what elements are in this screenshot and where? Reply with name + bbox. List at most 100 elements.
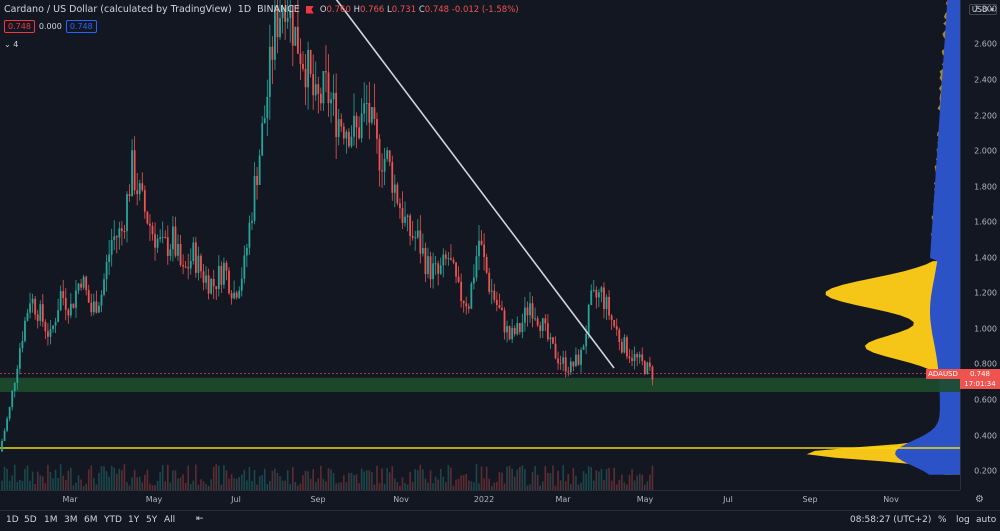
volume-bar bbox=[93, 478, 95, 490]
volume-bar bbox=[641, 474, 644, 490]
candle bbox=[256, 166, 258, 200]
volume-bar bbox=[519, 466, 521, 490]
candle bbox=[159, 229, 162, 243]
candle bbox=[605, 294, 608, 321]
range-button-5d[interactable]: 5D bbox=[24, 515, 37, 525]
candle bbox=[340, 113, 343, 133]
interval-label[interactable]: 1D bbox=[237, 4, 252, 15]
price-chart[interactable] bbox=[0, 0, 960, 490]
range-button-1y[interactable]: 1Y bbox=[128, 515, 140, 525]
time-axis[interactable]: Mar May Jul Sep Nov 2022 Mar May Jul Sep Nov bbox=[0, 490, 960, 511]
price-tick: 0.200 bbox=[974, 466, 997, 476]
volume-bar bbox=[121, 470, 123, 490]
volume-bar bbox=[307, 471, 309, 490]
range-button-6m[interactable]: 6M bbox=[84, 515, 98, 525]
volume-bar bbox=[475, 464, 478, 490]
buy-button[interactable]: 0.748 bbox=[65, 20, 97, 33]
percent-toggle[interactable]: % bbox=[938, 515, 947, 525]
volume-bar bbox=[498, 472, 501, 490]
volume-bar bbox=[253, 469, 256, 490]
indicators-toggle[interactable]: ⌄ 4 bbox=[4, 40, 18, 49]
volume-bar bbox=[24, 468, 26, 490]
volume-bar bbox=[373, 484, 376, 490]
volume-bar bbox=[511, 468, 513, 490]
range-button-3m[interactable]: 3M bbox=[64, 515, 78, 525]
volume-bar bbox=[493, 482, 496, 490]
current-price-tag: 0.748 17:01:34 bbox=[960, 368, 1000, 389]
volume-bar bbox=[322, 479, 325, 490]
candle bbox=[587, 303, 590, 339]
price-tick: 2.200 bbox=[974, 111, 997, 121]
clock[interactable]: 08:58:27 (UTC+2) bbox=[850, 515, 932, 525]
volume-bar bbox=[174, 470, 177, 490]
volume-bar bbox=[485, 466, 488, 490]
volume-bar bbox=[205, 483, 207, 490]
time-tick: Jul bbox=[723, 495, 733, 504]
sell-button[interactable]: 0.748 bbox=[4, 20, 35, 33]
range-button-ytd[interactable]: YTD bbox=[104, 515, 122, 525]
volume-bar bbox=[302, 475, 304, 490]
candle bbox=[77, 283, 80, 295]
price-axis[interactable]: USD ▾ 2.600 2.400 2.200 2.000 1.800 1.600 1.40… bbox=[960, 0, 1000, 490]
candle bbox=[302, 51, 304, 72]
candle bbox=[69, 293, 72, 319]
volume-bar bbox=[432, 483, 434, 490]
candle bbox=[465, 296, 468, 315]
candle bbox=[16, 365, 19, 390]
candle bbox=[472, 264, 475, 290]
range-button-1m[interactable]: 1M bbox=[44, 515, 58, 525]
candle bbox=[562, 350, 565, 372]
volume-bar bbox=[524, 469, 526, 490]
candle bbox=[289, 0, 292, 43]
volume-bar bbox=[575, 475, 577, 490]
volume-bar bbox=[197, 484, 200, 490]
volume-bar bbox=[325, 481, 327, 490]
candle bbox=[243, 245, 246, 284]
candle bbox=[539, 321, 542, 339]
candle bbox=[455, 262, 457, 284]
candle bbox=[483, 233, 485, 271]
flag-icon[interactable] bbox=[305, 5, 314, 14]
volume-bar bbox=[557, 470, 559, 490]
volume-bar bbox=[626, 484, 628, 490]
candle bbox=[569, 357, 572, 376]
candle bbox=[118, 221, 121, 250]
candle bbox=[98, 301, 100, 313]
volume-bar bbox=[251, 481, 253, 490]
volume-bar bbox=[258, 476, 261, 490]
volume-bar bbox=[131, 477, 133, 490]
candle bbox=[215, 286, 218, 301]
log-toggle[interactable]: log bbox=[956, 515, 970, 525]
volume-bar bbox=[113, 467, 116, 490]
currency-button[interactable]: USD ▾ bbox=[968, 4, 997, 15]
auto-toggle[interactable]: auto bbox=[976, 515, 997, 525]
volume-bar bbox=[388, 472, 391, 490]
volume-bar bbox=[396, 482, 399, 490]
volume-bar bbox=[218, 465, 220, 490]
gear-icon[interactable]: ⚙ bbox=[975, 494, 984, 505]
candle bbox=[113, 220, 116, 251]
volume-bar bbox=[348, 473, 350, 490]
chart-area[interactable]: Cardano / US Dollar (calculated by Tradi… bbox=[0, 0, 960, 490]
volume-bar bbox=[172, 470, 174, 490]
candle bbox=[90, 293, 93, 317]
range-button-1d[interactable]: 1D bbox=[6, 515, 19, 525]
range-button-5y[interactable]: 5Y bbox=[146, 515, 158, 525]
date-range-icon[interactable]: ⇤ bbox=[196, 514, 204, 524]
candle bbox=[421, 233, 424, 257]
volume-bar bbox=[490, 485, 493, 490]
candle bbox=[105, 254, 108, 292]
volume-bar bbox=[47, 464, 49, 490]
trendline bbox=[335, 0, 615, 369]
symbol-title[interactable]: Cardano / US Dollar (calculated by Tradi… bbox=[4, 4, 232, 15]
volume-bar bbox=[386, 468, 388, 490]
candle bbox=[128, 184, 131, 202]
volume-bar bbox=[337, 482, 340, 490]
time-tick: May bbox=[636, 495, 654, 504]
price-tick: 1.800 bbox=[974, 182, 997, 192]
volume-bar bbox=[539, 485, 542, 490]
range-button-all[interactable]: All bbox=[164, 515, 176, 525]
volume-bar bbox=[136, 477, 138, 490]
volume-bar bbox=[141, 482, 144, 490]
volume-bar bbox=[195, 464, 197, 490]
